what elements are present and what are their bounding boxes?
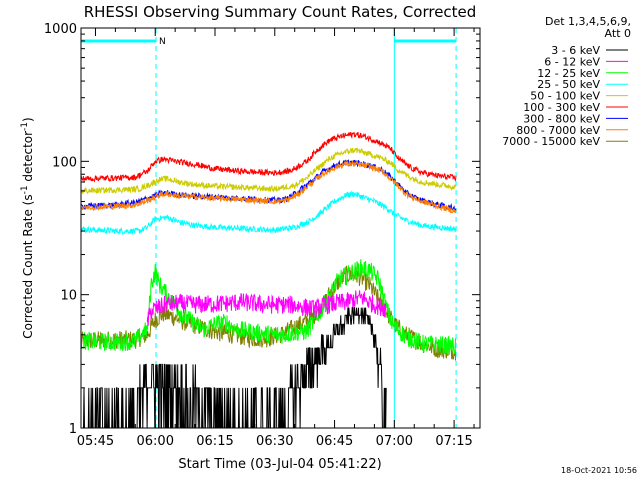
legend-header-line: Att 0 (605, 27, 631, 40)
legend-label: 300 - 800 keV (523, 112, 600, 125)
plot-frame (80, 27, 481, 429)
chart-title: RHESSI Observing Summary Count Rates, Co… (84, 3, 477, 21)
series-800-7000-kev (81, 159, 457, 214)
legend-label: 6 - 12 keV (544, 55, 600, 68)
series-12-25-kev (80, 259, 457, 356)
legend-label: 12 - 25 keV (537, 67, 600, 80)
x-tick-label: 05:45 (77, 434, 114, 449)
y-axis-label-part: Corrected Count Rate (s (21, 194, 35, 338)
night-label: N (159, 37, 166, 47)
y-axis-label: Corrected Count Rate (s-1 detector-1) (20, 117, 35, 338)
timestamp: 18-Oct-2021 10:56 (561, 466, 637, 475)
legend-label: 800 - 7000 keV (516, 124, 600, 137)
x-tick-label: 06:45 (316, 434, 353, 449)
series-50-100-kev (80, 147, 457, 195)
x-tick-label: 07:00 (376, 434, 413, 449)
legend-label: 50 - 100 keV (530, 90, 600, 103)
axes: 1 10 100 1000 05:45 06:00 06:15 06:30 06:45 07:00… (44, 22, 481, 449)
y-axis-label-part: ) (21, 117, 35, 122)
x-tick-label: 06:00 (137, 434, 174, 449)
y-axis-label-exponent: -1 (20, 122, 30, 131)
legend-label: 7000 - 15000 keV (502, 135, 600, 148)
y-tick-label: 1000 (44, 22, 77, 37)
series-100-300-kev (80, 131, 457, 183)
x-tick-label: 07:15 (435, 434, 472, 449)
legend-label: 100 - 300 keV (523, 101, 600, 114)
series-25-50-kev (81, 190, 457, 236)
y-axis-label-part: detector (21, 131, 35, 186)
x-tick-label: 06:30 (256, 434, 293, 449)
x-axis-label: Start Time (03-Jul-04 05:41:22) (178, 457, 381, 472)
legend-label: 3 - 6 keV (551, 44, 600, 57)
legend-header-line: Det 1,3,4,5,6,9, (545, 15, 631, 28)
legend-label: 25 - 50 keV (537, 78, 600, 91)
x-tick-label: 06:15 (196, 434, 233, 449)
y-axis-label-exponent: -1 (20, 185, 30, 194)
y-tick-label: 100 (52, 155, 77, 170)
y-tick-label: 10 (60, 289, 77, 304)
series-6-12-kev (146, 290, 387, 326)
y-tick-label: 1 (69, 422, 77, 437)
